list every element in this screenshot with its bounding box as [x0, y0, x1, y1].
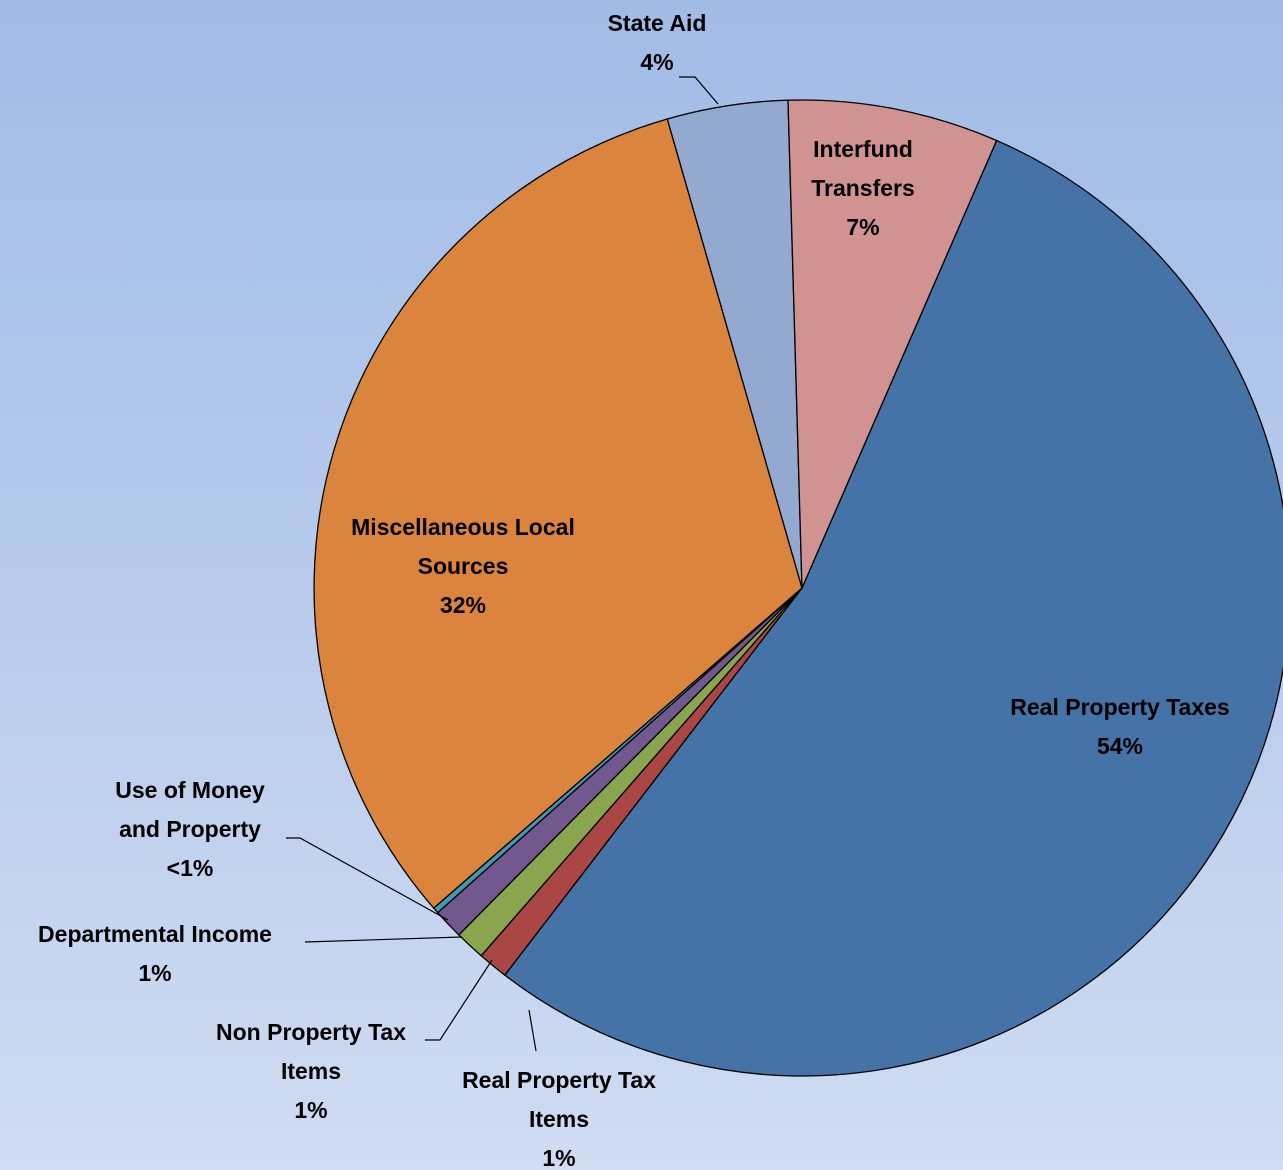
pie-slice-real-property-taxes	[503, 139, 1283, 1077]
pie-slices	[313, 99, 1283, 1077]
leader-line	[679, 76, 719, 105]
data-label: 4%	[640, 49, 673, 75]
slice-label: Real Property Tax Items 1%	[462, 1067, 656, 1170]
category-label: Real Property Taxes	[1010, 694, 1229, 720]
leader-line	[286, 837, 449, 921]
category-label: State Aid	[608, 10, 707, 36]
category-label: Use of Money	[115, 777, 265, 803]
pie-slice-miscellaneous-local-sources	[313, 118, 803, 910]
data-label: 54%	[1097, 733, 1143, 759]
slice-label: State Aid 4%	[608, 10, 707, 75]
data-label: 32%	[440, 592, 486, 618]
data-label: 1%	[138, 960, 171, 986]
pie-slice-interfund-transfers	[787, 99, 998, 589]
category-label: Real Property Tax	[462, 1067, 656, 1093]
slice-label: Real Property Taxes 54%	[1010, 694, 1229, 759]
data-label: 1%	[294, 1097, 327, 1123]
data-label: 7%	[846, 214, 879, 240]
leader-line	[528, 1009, 537, 1052]
category-label: Interfund	[813, 136, 913, 162]
category-label: Transfers	[811, 175, 915, 201]
data-label: 1%	[542, 1145, 575, 1170]
slice-label: Interfund Transfers 7%	[811, 136, 915, 240]
category-label: Non Property Tax	[216, 1019, 406, 1045]
slice-label: Non Property Tax Items 1%	[216, 1019, 406, 1123]
category-label: Sources	[418, 553, 509, 579]
slice-label: Use of Money and Property <1%	[115, 777, 265, 881]
leader-lines	[286, 76, 719, 1052]
category-label: Departmental Income	[38, 921, 272, 947]
category-label: Items	[529, 1106, 589, 1132]
category-label: Items	[281, 1058, 341, 1084]
slice-label: Departmental Income 1%	[38, 921, 272, 986]
slice-labels: Real Property Taxes 54% Real Property Tax I…	[38, 10, 1230, 1170]
category-label: Miscellaneous Local	[351, 514, 575, 540]
data-label: <1%	[167, 855, 214, 881]
slice-label: Miscellaneous Local Sources 32%	[351, 514, 575, 618]
leader-line	[425, 959, 493, 1041]
leader-line	[304, 936, 463, 943]
category-label: and Property	[119, 816, 261, 842]
